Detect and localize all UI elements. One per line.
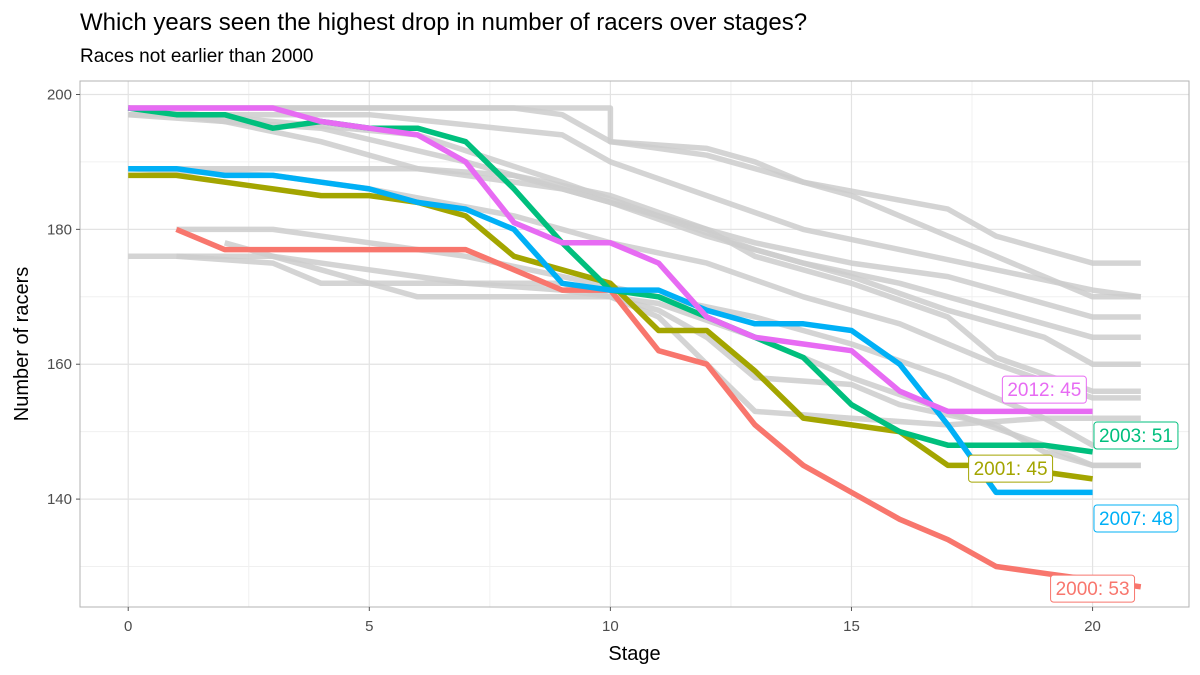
series-line-2000 — [175, 226, 1142, 590]
x-tick-label: 5 — [365, 618, 373, 635]
series-label-2012: 2012: 45 — [1001, 375, 1087, 404]
background-series-line — [127, 105, 1141, 367]
x-tick-label: 0 — [124, 618, 132, 635]
y-tick-label: 140 — [47, 491, 72, 508]
series-label-text: 2007: 48 — [1099, 509, 1173, 530]
background-series-line — [128, 105, 1141, 266]
series-label-box — [1093, 421, 1179, 450]
background-series-line — [128, 165, 1141, 394]
series-label-2007: 2007: 48 — [1093, 504, 1179, 533]
series-label-text: 2000: 53 — [1056, 579, 1130, 600]
background-series-line — [128, 111, 1142, 300]
series-line-2012 — [128, 105, 1093, 415]
series-labels: 2012: 45 2003: 51 2001: 45 2007: 48 2000: 53 — [968, 375, 1179, 603]
y-axis-title: Number of racers — [11, 267, 33, 422]
background-series-line — [176, 226, 1141, 448]
y-tick-label: 200 — [47, 86, 72, 103]
series-line-2001 — [128, 172, 1093, 482]
series-label-box — [1093, 504, 1179, 533]
series-label-2001: 2001: 45 — [968, 454, 1054, 483]
x-tick-label: 10 — [602, 618, 619, 635]
plot-panel-border — [79, 80, 1190, 608]
series-label-box — [968, 454, 1054, 483]
x-axis-title: Stage — [608, 643, 660, 665]
grid-lines — [80, 81, 1189, 607]
chart-subtitle: Races not earlier than 2000 — [80, 46, 314, 67]
series-label-box — [1050, 574, 1136, 603]
x-tick-label: 20 — [1084, 618, 1101, 635]
background-series — [127, 105, 1142, 469]
series-label-text: 2012: 45 — [1007, 380, 1081, 401]
y-tick-label: 160 — [47, 356, 72, 373]
series-label-box — [1001, 375, 1087, 404]
axis-ticks: 0 5 10 15 20 140 160 180 200 — [47, 86, 1101, 635]
series-label-2003: 2003: 51 — [1093, 421, 1179, 450]
highlighted-series — [127, 105, 1142, 590]
series-label-2000: 2000: 53 — [1050, 574, 1136, 603]
x-tick-label: 15 — [843, 618, 860, 635]
y-tick-label: 180 — [47, 221, 72, 238]
chart-title: Which years seen the highest drop in num… — [80, 9, 808, 36]
series-label-text: 2001: 45 — [974, 459, 1048, 480]
series-label-text: 2003: 51 — [1099, 426, 1173, 447]
